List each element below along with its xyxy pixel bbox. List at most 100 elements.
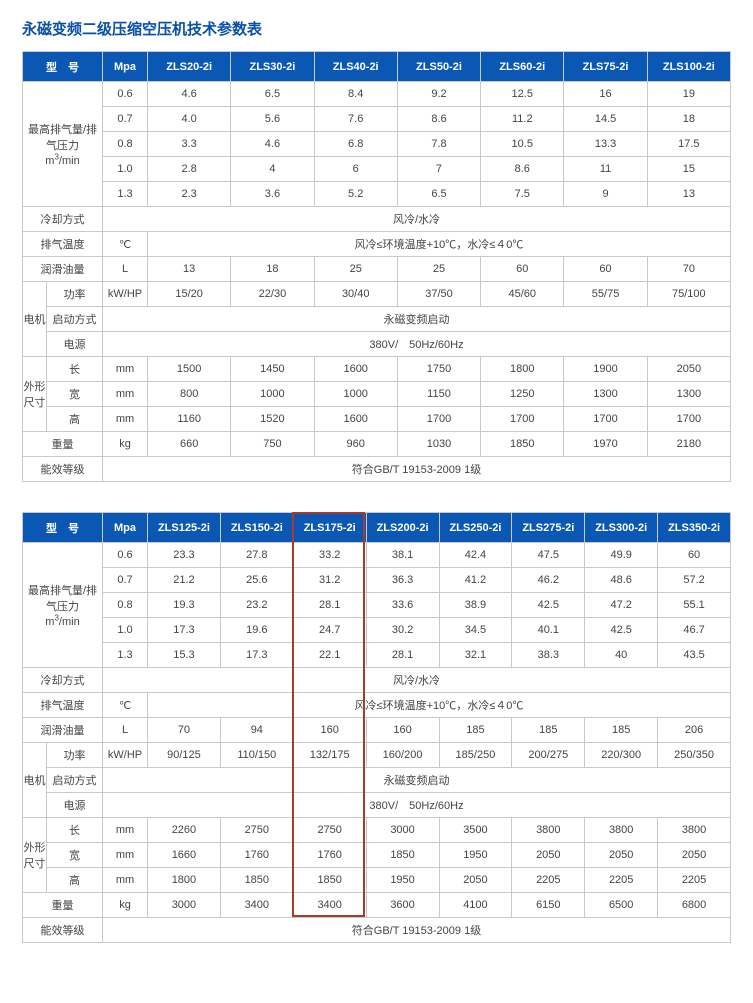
c: 220/300: [585, 743, 658, 768]
len-label: 长: [47, 357, 103, 382]
c: 0.6: [103, 543, 148, 568]
table-row: 电源 380V/ 50Hz/60Hz: [23, 332, 731, 357]
c: 1850: [220, 868, 293, 893]
c: 0.8: [103, 132, 148, 157]
motor-label: 电机: [23, 282, 47, 357]
c: 3800: [512, 818, 585, 843]
start-val: 永磁变频启动: [103, 307, 731, 332]
len-label: 长: [47, 818, 103, 843]
c: kg: [103, 893, 148, 918]
c: 60: [564, 257, 647, 282]
supply-val: 380V/ 50Hz/60Hz: [103, 793, 731, 818]
c: 11.2: [481, 107, 564, 132]
table-row: 润滑油量 L 7094160160185185185206: [23, 718, 731, 743]
c: 250/350: [658, 743, 731, 768]
col-m2: ZLS40-2i: [314, 52, 397, 82]
col-m5: ZLS75-2i: [564, 52, 647, 82]
c: 1700: [397, 407, 480, 432]
exhaust-val: 风冷≤环境温度+10℃，水冷≤４0℃: [148, 693, 731, 718]
c: 0.6: [103, 82, 148, 107]
c: 30.2: [366, 618, 439, 643]
c: 200/275: [512, 743, 585, 768]
c: 3.6: [231, 182, 314, 207]
c: 22.1: [293, 643, 366, 668]
table-row: 宽 mm 800100010001150125013001300: [23, 382, 731, 407]
c: 1800: [481, 357, 564, 382]
c: 960: [314, 432, 397, 457]
eff-label: 能效等级: [23, 918, 103, 943]
exhaust-label: 排气温度: [23, 232, 103, 257]
table-row: 启动方式 永磁变频启动: [23, 307, 731, 332]
table-row: 高 mm 18001850185019502050220522052205: [23, 868, 731, 893]
exhaust-val: 风冷≤环境温度+10℃，水冷≤４0℃: [148, 232, 731, 257]
c: 13.3: [564, 132, 647, 157]
c: 206: [658, 718, 731, 743]
c: 7: [397, 157, 480, 182]
table-row: 电机 功率 kW/HP 90/125110/150132/175160/2001…: [23, 743, 731, 768]
c: 1800: [148, 868, 221, 893]
table-row: 最高排气量/排气压力 m3/min 0.6 23.327.833.238.142…: [23, 543, 731, 568]
c: 4.6: [148, 82, 231, 107]
table-row: 重量 kg 30003400340036004100615065006800: [23, 893, 731, 918]
table-row: 1.0 17.319.624.730.234.540.142.546.7: [23, 618, 731, 643]
c: 19.3: [148, 593, 221, 618]
c: 1900: [564, 357, 647, 382]
supply-val: 380V/ 50Hz/60Hz: [103, 332, 731, 357]
c: 1.3: [103, 643, 148, 668]
c: 37/50: [397, 282, 480, 307]
c: mm: [103, 843, 148, 868]
c: 6150: [512, 893, 585, 918]
c: 25: [397, 257, 480, 282]
c: 6: [314, 157, 397, 182]
cooling-val: 风冷/水冷: [103, 668, 731, 693]
col-m3: ZLS200-2i: [366, 513, 439, 543]
dims-label: 外形尺寸: [23, 357, 47, 432]
table-row: 0.8 19.323.228.133.638.942.547.255.1: [23, 593, 731, 618]
c: 33.2: [293, 543, 366, 568]
c: 2750: [220, 818, 293, 843]
col-m7: ZLS350-2i: [658, 513, 731, 543]
spec-table-1: 型 号 Mpa ZLS20-2i ZLS30-2i ZLS40-2i ZLS50…: [22, 51, 731, 482]
c: 2.3: [148, 182, 231, 207]
c: 160: [366, 718, 439, 743]
eff-val: 符合GB/T 19153-2009 1级: [103, 918, 731, 943]
c: 47.2: [585, 593, 658, 618]
table-row: 0.7 4.05.67.68.611.214.518: [23, 107, 731, 132]
c: 6.5: [231, 82, 314, 107]
c: 6.5: [397, 182, 480, 207]
table-row: 电机 功率 kW/HP 15/2022/3030/4037/5045/6055/…: [23, 282, 731, 307]
c: 1700: [481, 407, 564, 432]
c: 1520: [231, 407, 314, 432]
col-m6: ZLS300-2i: [585, 513, 658, 543]
c: kW/HP: [103, 743, 148, 768]
c: 46.7: [658, 618, 731, 643]
c: mm: [103, 382, 148, 407]
c: 160: [293, 718, 366, 743]
c: 7.8: [397, 132, 480, 157]
c: 48.6: [585, 568, 658, 593]
c: 60: [658, 543, 731, 568]
table-row: 润滑油量 L 13182525606070: [23, 257, 731, 282]
table-row: 外形尺寸 长 mm 226027502750300035003800380038…: [23, 818, 731, 843]
supply-label: 电源: [47, 793, 103, 818]
motor-label: 电机: [23, 743, 47, 818]
flow-label: 最高排气量/排气压力 m3/min: [23, 543, 103, 668]
c: 3600: [366, 893, 439, 918]
c: 70: [647, 257, 730, 282]
c: 5.6: [231, 107, 314, 132]
c: mm: [103, 868, 148, 893]
c: 1750: [397, 357, 480, 382]
c: 1.0: [103, 157, 148, 182]
c: 75/100: [647, 282, 730, 307]
c: 55.1: [658, 593, 731, 618]
supply-label: 电源: [47, 332, 103, 357]
header-row: 型 号 Mpa ZLS125-2i ZLS150-2i ZLS175-2i ZL…: [23, 513, 731, 543]
table-row: 1.3 15.317.322.128.132.138.34043.5: [23, 643, 731, 668]
c: 4.6: [231, 132, 314, 157]
flow-unit: m3/min: [45, 155, 79, 167]
c: 2050: [658, 843, 731, 868]
c: 185: [439, 718, 512, 743]
flow-text: 最高排气量/排气压力: [28, 585, 97, 613]
c: 11: [564, 157, 647, 182]
c: 41.2: [439, 568, 512, 593]
